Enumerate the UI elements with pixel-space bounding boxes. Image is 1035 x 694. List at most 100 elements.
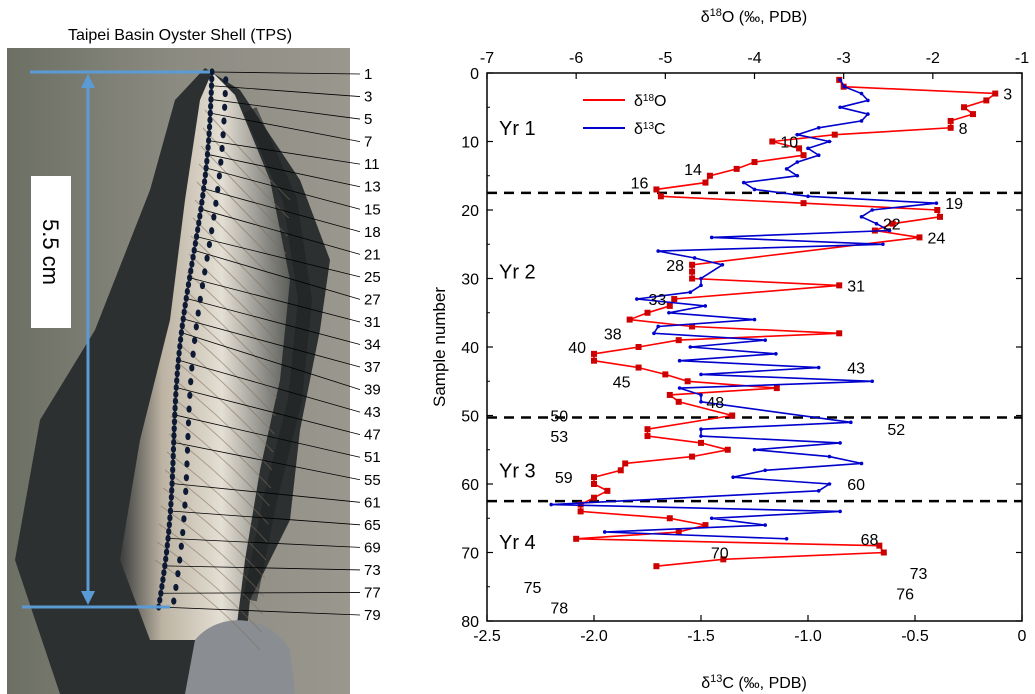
sample-dot xyxy=(169,486,175,494)
data-point xyxy=(816,365,821,370)
sample-dot xyxy=(187,391,193,399)
sample-dot xyxy=(213,199,219,207)
data-point xyxy=(947,124,954,131)
point-label: 28 xyxy=(666,258,684,275)
data-point xyxy=(881,242,885,247)
leader-line xyxy=(181,332,361,390)
growth-line xyxy=(156,541,262,633)
data-point xyxy=(635,297,639,301)
sample-dot xyxy=(177,342,183,350)
data-point xyxy=(795,160,800,164)
sample-dot xyxy=(220,131,226,139)
data-point xyxy=(684,378,691,385)
point-label: 40 xyxy=(568,340,586,357)
data-point xyxy=(666,302,673,309)
sample-dot xyxy=(180,528,186,537)
data-point xyxy=(689,275,696,282)
sample-dot xyxy=(221,117,227,125)
data-point xyxy=(656,324,660,329)
sample-label-73: 73 xyxy=(364,562,381,579)
leader-line xyxy=(210,99,361,120)
sample-dot xyxy=(204,157,210,165)
sample-leader-lines xyxy=(158,71,361,616)
sample-dot xyxy=(171,418,178,426)
sample-label-5: 5 xyxy=(364,111,372,128)
data-point xyxy=(763,523,767,527)
data-point xyxy=(769,138,776,145)
sample-label-61: 61 xyxy=(364,494,381,511)
data-point xyxy=(836,282,843,289)
sample-dot xyxy=(206,136,212,145)
data-point xyxy=(838,509,842,514)
sample-dot xyxy=(167,507,174,515)
sample-dot xyxy=(183,474,190,482)
sample-dot xyxy=(207,109,213,117)
data-point xyxy=(699,283,703,288)
leader-line xyxy=(176,387,361,436)
sample-dot xyxy=(202,268,208,276)
data-point xyxy=(667,310,671,315)
sample-dot xyxy=(208,95,214,104)
data-point xyxy=(675,528,682,535)
sample-dot xyxy=(209,68,215,76)
data-point xyxy=(838,78,842,82)
data-point xyxy=(836,330,843,337)
sample-dot xyxy=(175,570,181,578)
growth-line xyxy=(168,433,269,525)
top-tick-label: -4 xyxy=(747,50,761,67)
sample-dot xyxy=(169,479,175,488)
data-point xyxy=(763,338,767,342)
data-point xyxy=(838,441,842,445)
leader-line xyxy=(194,249,361,300)
data-point xyxy=(916,234,923,241)
sample-label-25: 25 xyxy=(364,269,381,286)
data-point xyxy=(724,446,731,453)
shell-base xyxy=(185,620,295,694)
leader-line xyxy=(207,153,361,188)
sample-dot xyxy=(180,315,186,323)
sample-dot xyxy=(211,213,217,221)
sample-dot xyxy=(162,562,168,570)
point-label: 68 xyxy=(861,532,879,549)
point-label: 16 xyxy=(631,176,649,193)
leader-line xyxy=(183,318,361,368)
sample-dot xyxy=(170,445,177,453)
sample-dot xyxy=(163,548,170,556)
data-point xyxy=(720,556,727,563)
sample-label-39: 39 xyxy=(364,382,381,399)
sample-label-55: 55 xyxy=(364,472,381,489)
data-point xyxy=(859,461,864,466)
data-point xyxy=(706,172,713,179)
sample-dot xyxy=(160,575,166,584)
data-point xyxy=(800,200,807,207)
sample-dot xyxy=(175,363,181,371)
sample-dot xyxy=(182,501,188,509)
sample-dot xyxy=(181,515,187,523)
sample-dot xyxy=(199,198,205,206)
sample-dot xyxy=(204,150,211,158)
leader-line xyxy=(211,71,361,75)
sample-dot xyxy=(190,350,196,358)
sample-label-31: 31 xyxy=(364,314,381,331)
data-point xyxy=(887,228,892,233)
growth-line xyxy=(194,199,285,291)
leader-line xyxy=(174,414,361,458)
sample-dot xyxy=(204,254,210,262)
data-point xyxy=(709,235,714,240)
sample-label-11: 11 xyxy=(364,156,380,173)
sample-dot xyxy=(185,432,191,441)
sample-label-77: 77 xyxy=(364,584,381,601)
growth-line xyxy=(154,559,261,651)
sample-dot xyxy=(206,123,213,131)
leader-line xyxy=(196,236,361,278)
sample-dot xyxy=(183,294,189,302)
leader-line xyxy=(164,565,361,571)
data-point xyxy=(689,323,696,330)
leader-line xyxy=(173,441,361,481)
bottom-tick-label: -2.0 xyxy=(580,628,608,645)
data-point xyxy=(688,345,693,349)
data-point xyxy=(806,146,810,151)
data-point xyxy=(635,344,642,350)
